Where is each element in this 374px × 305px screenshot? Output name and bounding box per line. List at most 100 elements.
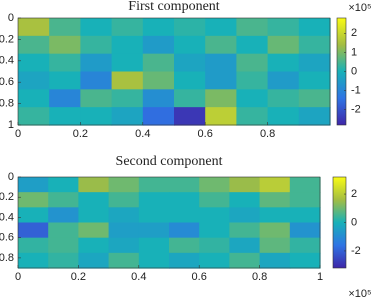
- heatmap-cell: [80, 71, 113, 90]
- y-tick-label: 0.8: [0, 252, 14, 264]
- heatmap-cell: [229, 207, 261, 224]
- heatmap-cell: [80, 53, 113, 73]
- plot-frame: [17, 17, 331, 126]
- heatmap-cell: [259, 237, 291, 254]
- heatmap-cell: [267, 89, 300, 108]
- heatmap-cell: [199, 207, 230, 224]
- chart-title: First component: [128, 0, 219, 14]
- colorbar-tick-label: 0: [351, 65, 357, 77]
- heatmap-cell: [142, 71, 175, 90]
- heatmap-cell: [236, 35, 269, 55]
- heatmap-cell: [48, 222, 79, 239]
- heatmap-cell: [111, 35, 144, 55]
- x-tick-label: 0.8: [260, 128, 275, 140]
- heatmap-cell: [205, 107, 237, 126]
- heatmap-cell: [18, 35, 50, 55]
- y-tick-label: 0.2: [0, 191, 14, 203]
- heatmap-cell: [267, 53, 300, 73]
- heatmap-cell: [80, 107, 113, 126]
- heatmap-cell: [18, 207, 49, 224]
- heatmap-cell: [108, 237, 140, 254]
- chart-title: Second component: [116, 154, 223, 169]
- heatmap-cell: [48, 237, 79, 254]
- heatmap-cell: [78, 237, 110, 254]
- heatmap-cell: [48, 192, 79, 208]
- heatmap-cell: [229, 237, 261, 254]
- heatmap-cell: [174, 107, 206, 126]
- heatmap-cell: [289, 177, 321, 193]
- heatmap-cell: [259, 177, 291, 193]
- heatmap-cell: [18, 237, 49, 254]
- heatmap-cell: [49, 35, 81, 55]
- heatmap-cell: [49, 89, 81, 108]
- heatmap-cell: [138, 222, 170, 239]
- heatmap-cell: [108, 177, 140, 193]
- heatmap-cell: [108, 192, 140, 208]
- heatmap-cell: [229, 222, 261, 239]
- heatmap-cell: [236, 53, 269, 73]
- heatmap-cell: [18, 107, 50, 126]
- x-tick-label: 0.8: [252, 271, 267, 283]
- heatmap-cell: [205, 53, 237, 73]
- heatmap-cell: [174, 89, 206, 108]
- heatmap-cell: [229, 177, 261, 193]
- x-tick-label: 0.6: [198, 128, 213, 140]
- heatmap-cell: [18, 252, 49, 269]
- heatmap-cell: [267, 35, 300, 55]
- heatmap-cell: [298, 53, 331, 73]
- heatmap-cell: [138, 192, 170, 208]
- heatmap-cell: [169, 237, 200, 254]
- heatmap-cell: [205, 35, 237, 55]
- heatmap-cell: [49, 71, 81, 90]
- heatmap-cell: [78, 192, 110, 208]
- heatmap-cell: [298, 107, 331, 126]
- heatmap-cell: [138, 207, 170, 224]
- heatmap-cell: [205, 89, 237, 108]
- heatmap-cell: [199, 192, 230, 208]
- y-tick-label: 0.8: [0, 98, 14, 110]
- heatmap-cell: [18, 53, 50, 73]
- colorbar-tick-label: 0: [351, 216, 357, 228]
- heatmap-cell: [267, 18, 300, 37]
- heatmap-cell: [18, 71, 50, 90]
- heatmap-cell: [259, 252, 291, 269]
- x-tick-label: 0: [15, 271, 21, 283]
- heatmap-cell: [142, 53, 175, 73]
- heatmap-cell: [138, 237, 170, 254]
- y-tick-label: 0.6: [0, 76, 14, 88]
- colorbar-tick-label: 2: [351, 27, 357, 39]
- colorbar-exponent: ×10⁵: [348, 2, 371, 14]
- heatmap-cell: [142, 35, 175, 55]
- heatmap-cell: [18, 177, 49, 193]
- heatmap-cell: [111, 18, 144, 37]
- heatmap-cell: [298, 71, 331, 90]
- y-tick-label: 0.6: [0, 232, 14, 244]
- colorbar-tick-label: 1: [351, 46, 357, 58]
- heatmap-cell: [78, 207, 110, 224]
- heatmap-cell: [289, 222, 321, 239]
- heatmap-cell: [80, 89, 113, 108]
- heatmap-cell: [169, 222, 200, 239]
- heatmap-cell: [289, 192, 321, 208]
- heatmap-cell: [111, 53, 144, 73]
- heatmap-cell: [18, 222, 49, 239]
- plot-frame: [17, 176, 321, 269]
- heatmap-cell: [174, 53, 206, 73]
- colorbar-tick-label: -2: [351, 104, 361, 116]
- colorbar-exponent: ×10⁵: [348, 288, 371, 300]
- heatmap-cell: [236, 71, 269, 90]
- colorbar-tick-label: 2: [351, 188, 357, 200]
- heatmap-cell: [174, 35, 206, 55]
- heatmap-cell: [267, 71, 300, 90]
- heatmap-cell: [48, 177, 79, 193]
- heatmap-cell: [289, 207, 321, 224]
- heatmap-cell: [78, 177, 110, 193]
- heatmap-cell: [80, 18, 113, 37]
- heatmap-cell: [48, 207, 79, 224]
- heatmap-cell: [18, 18, 50, 37]
- heatmap-cell: [199, 222, 230, 239]
- heatmap-cell: [298, 35, 331, 55]
- heatmap-cell: [142, 18, 175, 37]
- heatmap-cell: [229, 252, 261, 269]
